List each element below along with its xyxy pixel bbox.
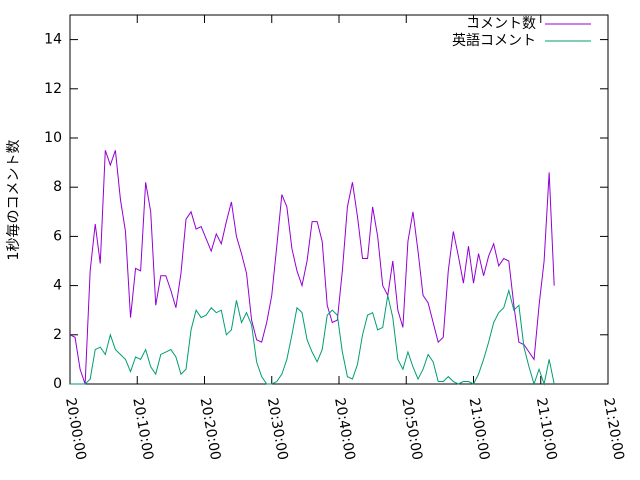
x-tick-label: 20:00:00 (62, 397, 89, 462)
y-tick-label: 10 (44, 130, 62, 146)
y-tick-label: 0 (53, 376, 62, 392)
y-tick-label: 4 (53, 278, 62, 294)
y-tick-label: 12 (44, 81, 62, 97)
series-line (70, 288, 555, 386)
y-tick-label: 6 (53, 228, 62, 244)
x-tick-label: 21:10:00 (533, 397, 560, 462)
series-line (69, 150, 555, 385)
x-tick-label: 20:40:00 (331, 397, 358, 462)
y-tick-label: 14 (44, 32, 62, 48)
x-tick-label: 20:50:00 (398, 397, 425, 462)
x-tick-label: 21:20:00 (600, 397, 627, 462)
x-tick-label: 20:30:00 (264, 397, 291, 462)
x-tick-label: 20:10:00 (129, 397, 156, 462)
y-tick-label: 2 (53, 327, 62, 343)
legend-label: 英語コメント (452, 32, 536, 49)
x-tick-label: 20:20:00 (197, 397, 224, 462)
legend-label: コメント数 (466, 16, 536, 32)
x-tick-label: 21:00:00 (466, 397, 493, 462)
y-axis-label: 1秒毎のコメント数 (6, 140, 22, 261)
y-tick-label: 8 (53, 179, 62, 195)
